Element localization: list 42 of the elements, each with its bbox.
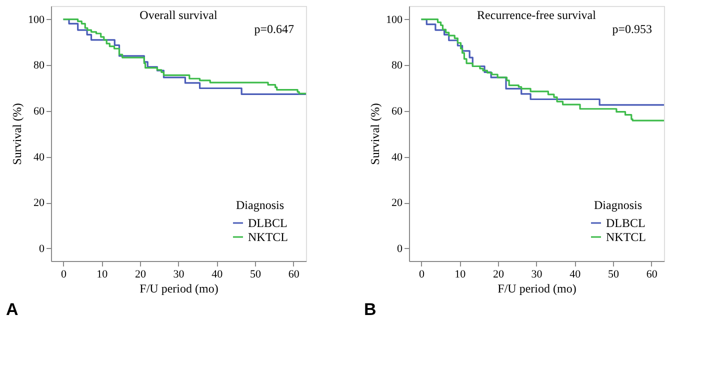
x-tick-label: 20: [492, 268, 504, 280]
y-tick-label: 40: [34, 151, 45, 164]
y-tick-label: 0: [397, 242, 403, 255]
annotation: p=0.953: [612, 22, 652, 36]
chart-title: Overall survival: [140, 8, 218, 22]
y-tick-label: 80: [392, 60, 403, 72]
legend-label: NKTCL: [606, 230, 646, 244]
text: B: [364, 300, 376, 319]
x-tick-label: 40: [570, 268, 582, 280]
x-tick-label: 0: [61, 268, 68, 280]
x-tick-label: 60: [288, 268, 300, 280]
y-tick-label: 40: [392, 151, 403, 164]
annotation: p=0.647: [254, 22, 294, 36]
legend-label: DLBCL: [606, 216, 646, 230]
x-tick-label: 0: [419, 268, 426, 280]
x-tick-label: 20: [134, 268, 146, 280]
legend-label: NKTCL: [248, 230, 288, 244]
y-tick-label: 20: [34, 197, 45, 210]
y-tick-label: 20: [392, 197, 403, 210]
text: A: [6, 300, 18, 319]
x-axis-title: F/U period (mo): [498, 282, 576, 296]
x-tick-label: 50: [250, 268, 262, 280]
y-tick-label: 80: [34, 60, 45, 72]
x-tick-label: 40: [212, 268, 224, 280]
y-tick-label: 100: [386, 14, 403, 26]
y-tick-label: 100: [28, 14, 45, 26]
y-tick-label: 0: [39, 242, 45, 255]
legend-label: DLBCL: [248, 216, 288, 230]
x-tick-label: 10: [96, 268, 108, 280]
y-tick-label: 60: [392, 105, 403, 118]
x-tick-label: 10: [454, 268, 466, 280]
y-tick-label: 60: [34, 105, 45, 118]
x-tick-label: 60: [646, 268, 658, 280]
x-tick-label: 30: [173, 268, 185, 280]
x-tick-label: 50: [608, 268, 620, 280]
y-axis-title: Survival (%): [368, 103, 382, 165]
chart-title: Recurrence-free survival: [477, 8, 597, 22]
legend-title: Diagnosis: [236, 198, 284, 212]
legend-title: Diagnosis: [594, 198, 642, 212]
y-axis-title: Survival (%): [10, 103, 24, 165]
x-tick-label: 30: [531, 268, 543, 280]
x-axis-title: F/U period (mo): [140, 282, 218, 296]
